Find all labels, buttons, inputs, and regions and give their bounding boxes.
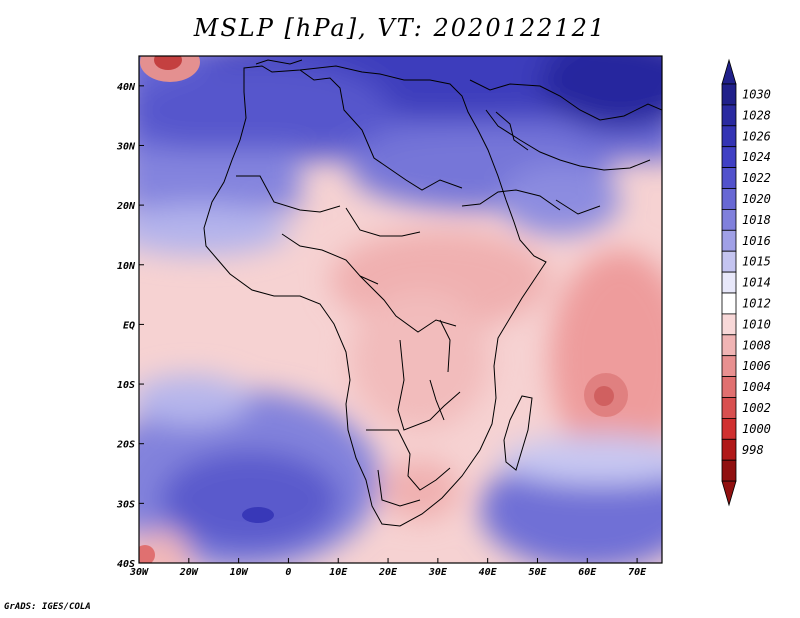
colorbar: 1030 1028 1026 1024 1022 1020 1018 1016 1015 1014… (721, 58, 771, 507)
lon-tick-label: 70E (628, 567, 647, 578)
colorbar-level-label: 1022 (742, 171, 771, 185)
colorbar-level-label: 1015 (742, 255, 771, 269)
colorbar-swatch (721, 125, 737, 148)
pressure-field (139, 56, 662, 563)
coastlines (203, 59, 662, 527)
grads-credit: GrADS: IGES/COLA (4, 602, 91, 612)
lon-tick-label: 20E (378, 567, 398, 578)
colorbar-level-label: 1018 (742, 213, 771, 227)
lat-tick-label: 20S (116, 440, 135, 451)
lon-tick-label: 10W (230, 567, 249, 578)
lon-tick-label: 20W (179, 567, 199, 578)
lat-tick-label: EQ (123, 320, 135, 331)
colorbar-level-label: 1008 (742, 338, 771, 352)
colorbar-swatch (721, 229, 737, 252)
colorbar-swatch (721, 438, 737, 461)
colorbar-swatch (721, 104, 737, 127)
lat-tick-label: 30N (116, 141, 136, 152)
lon-tick-label: 10E (329, 567, 348, 578)
lat-tick-label: 40N (117, 82, 136, 93)
lat-tick-label: 10S (117, 380, 135, 391)
latitude-axis: 40N 30N 20N 10N EQ 10S 20S 30S 40S (116, 82, 144, 570)
colorbar-swatch (721, 355, 737, 378)
lon-tick-label: 50E (528, 567, 547, 578)
colorbar-swatch (721, 188, 737, 210)
colorbar-level-label: 1000 (742, 422, 771, 436)
colorbar-swatch (721, 313, 737, 336)
lon-tick-label: 40E (479, 567, 498, 578)
colorbar-level-label: 1012 (742, 296, 771, 310)
lat-tick-label: 20N (116, 201, 136, 212)
lon-tick-label: 30W (129, 567, 149, 578)
lat-tick-label: 40S (117, 559, 135, 570)
lon-tick-label: 60E (578, 567, 597, 578)
colorbar-swatch (721, 167, 737, 189)
colorbar-level-label: 1006 (742, 359, 771, 373)
colorbar-swatch (721, 83, 737, 106)
colorbar-level-label: 1024 (742, 150, 771, 164)
colorbar-swatch (721, 146, 737, 168)
colorbar-swatch (721, 250, 737, 273)
colorbar-bottom-arrow (721, 480, 737, 507)
colorbar-swatch (721, 334, 737, 357)
colorbar-swatch (721, 417, 737, 440)
colorbar-swatch (721, 376, 737, 398)
colorbar-level-label: 1030 (742, 87, 771, 101)
lon-tick-label: 0 (285, 567, 291, 578)
map-title: MSLP [hPa], VT: 2020122121 (193, 14, 607, 42)
colorbar-top-arrow (721, 58, 737, 85)
south-atlantic-high-core (242, 507, 274, 523)
lat-tick-label: 10N (117, 261, 136, 272)
colorbar-swatch (721, 271, 737, 294)
colorbar-level-label: 998 (742, 443, 764, 457)
colorbar-level-label: 1028 (742, 108, 771, 122)
lon-tick-label: 30E (428, 567, 448, 578)
colorbar-level-label: 1014 (742, 276, 771, 290)
longitude-axis: 30W 20W 10W 0 10E 20E 30E 40E 50E 60E 70E (129, 558, 647, 578)
colorbar-swatch (721, 459, 737, 482)
colorbar-swatch (721, 208, 737, 231)
colorbar-level-label: 1026 (742, 129, 771, 143)
lat-tick-label: 30S (116, 499, 135, 510)
colorbar-level-label: 1002 (742, 401, 771, 415)
colorbar-level-label: 1004 (742, 380, 771, 394)
colorbar-level-label: 1020 (742, 192, 771, 206)
colorbar-level-label: 1016 (742, 234, 771, 248)
colorbar-swatch (721, 397, 737, 419)
colorbar-swatch (721, 292, 737, 315)
colorbar-level-label: 1010 (742, 317, 771, 331)
plot-frame (138, 55, 663, 564)
